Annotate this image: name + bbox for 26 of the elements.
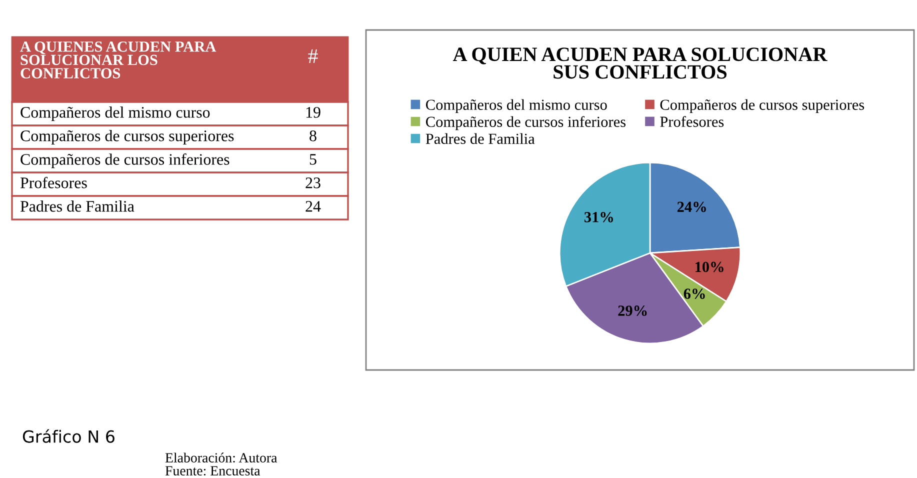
legend-label: Profesores (660, 116, 724, 127)
chart-title: A QUIEN ACUDEN PARA SOLUCIONAR SUS CONFLICTOS (452, 48, 828, 79)
text: 24 (306, 201, 321, 212)
category-label: Compañeros de cursos inferiores (20, 153, 230, 168)
category-label: Profesores (20, 176, 87, 188)
source-note: Fuente: Encuesta (165, 466, 260, 476)
data-label: 31% (584, 212, 614, 222)
text: 23 (306, 178, 320, 188)
text: A QUIENES ACUDEN PARA SOLUCIONAR LOS CONFLICTOS (20, 41, 216, 78)
category-label: Compañeros de cursos superiores (20, 130, 234, 144)
data-label: 29% (618, 306, 647, 316)
category-label: Padres de Familia (20, 200, 134, 212)
legend-label: Compañeros de cursos inferiores (426, 116, 626, 130)
text: Gráfico N 6 (22, 429, 114, 443)
category-label: Compañeros del mismo curso (20, 106, 210, 121)
text: Elaboración: Autora (165, 452, 278, 463)
legend-label: Padres de Familia (426, 133, 535, 144)
legend-label: Compañeros del mismo curso (426, 99, 607, 114)
data-label: 6% (684, 288, 705, 299)
legend-label: Compañeros de cursos superiores (660, 99, 864, 114)
text: 5 (310, 154, 316, 165)
data-label: 24% (677, 202, 706, 212)
text: # (308, 49, 318, 64)
text: 19 (306, 107, 320, 118)
data-label: 10% (695, 262, 724, 272)
text: 8 (310, 130, 316, 142)
